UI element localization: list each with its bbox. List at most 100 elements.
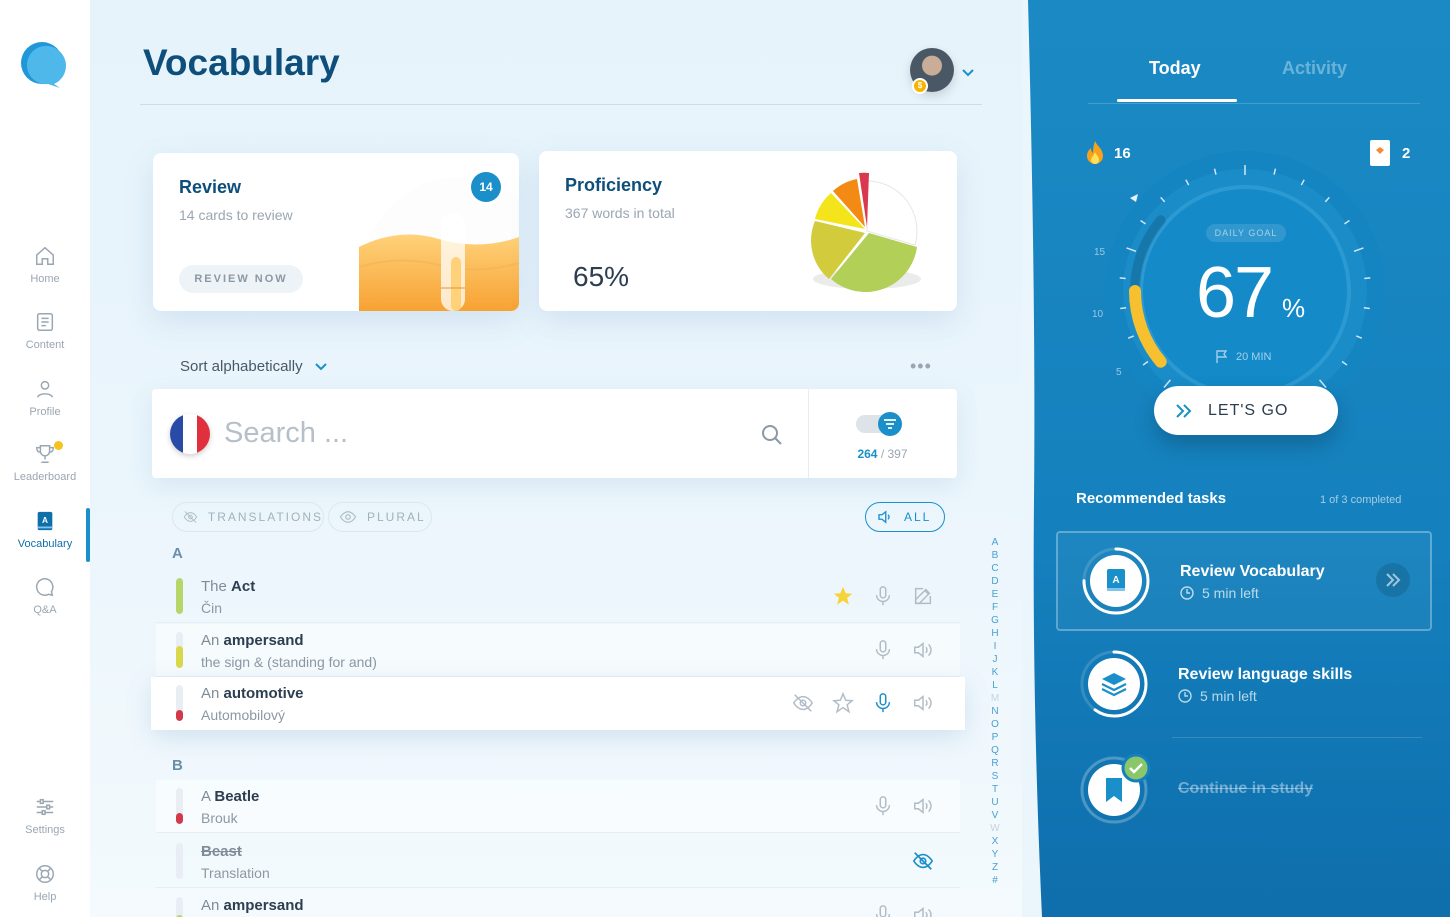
sidebar-item-home[interactable]: Home <box>0 245 90 301</box>
streak-counter: 16 <box>1084 140 1131 166</box>
task-review-language-skills[interactable]: Review language skills 5 min left <box>1056 634 1432 734</box>
word-article: An <box>201 685 224 702</box>
sidebar-item-label: Profile <box>29 406 61 418</box>
sidebar-item-help[interactable]: Help <box>0 863 90 917</box>
alphabet-letter[interactable]: Y <box>991 849 999 860</box>
word-term: An automotive <box>201 685 304 702</box>
microphone-icon[interactable] <box>872 904 894 917</box>
plural-label: PLURAL <box>367 510 426 524</box>
alphabet-letter[interactable]: W <box>990 823 1000 834</box>
tab-activity[interactable]: Activity <box>1282 58 1348 78</box>
alphabet-letter[interactable]: Q <box>991 745 999 756</box>
sort-label: Sort alphabetically <box>180 358 303 375</box>
sidebar-item-settings[interactable]: Settings <box>0 796 90 852</box>
sidebar-item-label: Leaderboard <box>13 471 77 483</box>
alphabet-letter[interactable]: S <box>991 771 999 782</box>
word-row[interactable]: An ampersand the sign & (standing for an… <box>156 624 960 677</box>
alphabet-letter[interactable]: D <box>991 576 999 587</box>
alphabet-letter[interactable]: P <box>991 732 999 743</box>
microphone-icon[interactable] <box>872 692 894 714</box>
alphabet-letter[interactable]: E <box>991 589 999 600</box>
sidebar-item-leaderboard[interactable]: Leaderboard <box>0 441 90 499</box>
task-continue-in-study[interactable]: Continue in study <box>1056 740 1432 840</box>
play-all-button[interactable]: ALL <box>865 502 945 532</box>
more-options-button[interactable]: ••• <box>910 356 932 376</box>
sort-dropdown[interactable]: Sort alphabetically <box>180 358 327 375</box>
alphabet-letter[interactable]: G <box>991 615 999 626</box>
eye-off-icon[interactable] <box>792 692 814 714</box>
alphabet-letter[interactable]: Z <box>991 862 999 873</box>
speaker-icon[interactable] <box>912 795 934 817</box>
alphabet-letter[interactable]: C <box>991 563 999 574</box>
flame-icon <box>1087 141 1103 164</box>
alphabet-letter[interactable]: F <box>991 602 999 613</box>
alphabet-letter[interactable]: I <box>993 641 997 652</box>
alphabet-letter[interactable]: U <box>991 797 999 808</box>
sidebar-item-content[interactable]: Content <box>0 311 90 367</box>
task-start-button[interactable] <box>1376 563 1410 597</box>
task-divider <box>1172 737 1422 738</box>
microphone-icon[interactable] <box>872 639 894 661</box>
word-row-hidden[interactable]: Beast Translation <box>156 835 960 888</box>
french-flag-icon[interactable] <box>170 414 210 454</box>
word-row[interactable]: An ampersand <box>156 889 960 917</box>
review-now-button[interactable]: REVIEW NOW <box>179 265 303 293</box>
gauge-tick <box>1120 306 1127 310</box>
gauge-tick <box>1300 179 1305 186</box>
sidebar-item-qa[interactable]: Q&A <box>0 576 90 632</box>
translations-toggle[interactable]: TRANSLATIONS <box>172 502 324 532</box>
chat-icon <box>35 578 54 597</box>
gauge-tick <box>1273 168 1277 175</box>
avatar-badge: $ <box>912 78 928 94</box>
edit-icon[interactable] <box>912 585 934 607</box>
eye-off-icon[interactable] <box>912 850 934 872</box>
notification-dot <box>54 441 63 450</box>
alphabet-letter[interactable]: B <box>991 550 999 561</box>
task-time-value: 5 min left <box>1202 585 1259 601</box>
speaker-icon[interactable] <box>912 692 934 714</box>
app-logo[interactable] <box>20 42 68 88</box>
search-input[interactable] <box>224 411 684 455</box>
alphabet-letter[interactable]: H <box>991 628 999 639</box>
plural-toggle[interactable]: PLURAL <box>328 502 432 532</box>
alphabet-letter[interactable]: O <box>991 719 999 730</box>
chevron-down-icon[interactable] <box>962 66 974 80</box>
alphabet-letter[interactable]: L <box>992 680 998 691</box>
word-term: The Act <box>201 578 255 595</box>
word-term: An ampersand <box>201 897 304 914</box>
word-row[interactable]: The Act Čin <box>156 570 960 623</box>
lets-go-button[interactable]: LET'S GO <box>1154 386 1338 435</box>
gauge-tick <box>1126 247 1137 253</box>
alphabet-letter[interactable]: M <box>990 693 1000 704</box>
sidebar-item-profile[interactable]: Profile <box>0 378 90 434</box>
speaker-icon[interactable] <box>912 904 934 917</box>
search-icon[interactable] <box>760 423 784 447</box>
alphabet-letter[interactable]: # <box>992 875 998 886</box>
task-progress-ring: A <box>1082 547 1150 615</box>
microphone-icon[interactable] <box>872 795 894 817</box>
task-review-vocabulary[interactable]: A Review Vocabulary 5 min left <box>1056 531 1432 631</box>
alphabet-letter[interactable]: T <box>991 784 999 795</box>
alphabet-letter[interactable]: K <box>991 667 999 678</box>
alphabet-letter[interactable]: A <box>991 537 999 548</box>
proficiency-card[interactable]: Proficiency 367 words in total 65% <box>539 151 957 311</box>
star-filled-icon[interactable] <box>832 585 854 607</box>
filter-toggle[interactable] <box>856 412 904 436</box>
sidebar-item-vocabulary[interactable]: A Vocabulary <box>0 508 90 566</box>
review-card[interactable]: Review 14 cards to review 14 REVIEW NOW <box>153 153 519 311</box>
task-title: Review language skills <box>1178 666 1353 683</box>
speaker-icon[interactable] <box>912 639 934 661</box>
word-row[interactable]: A Beatle Brouk <box>156 780 960 833</box>
microphone-icon[interactable] <box>872 585 894 607</box>
alphabet-letter[interactable]: V <box>991 810 999 821</box>
tab-today[interactable]: Today <box>1149 58 1201 78</box>
gauge-tick <box>1127 335 1135 339</box>
alphabet-letter[interactable]: N <box>991 706 999 717</box>
alphabet-letter[interactable]: X <box>991 836 999 847</box>
settings-icon <box>36 798 54 816</box>
daily-goal-value: 67 <box>1196 253 1274 333</box>
alphabet-letter[interactable]: J <box>992 654 998 665</box>
star-outline-icon[interactable] <box>832 692 854 714</box>
alphabet-letter[interactable]: R <box>991 758 999 769</box>
word-row-highlighted[interactable]: An automotive Automobilový <box>151 677 965 730</box>
